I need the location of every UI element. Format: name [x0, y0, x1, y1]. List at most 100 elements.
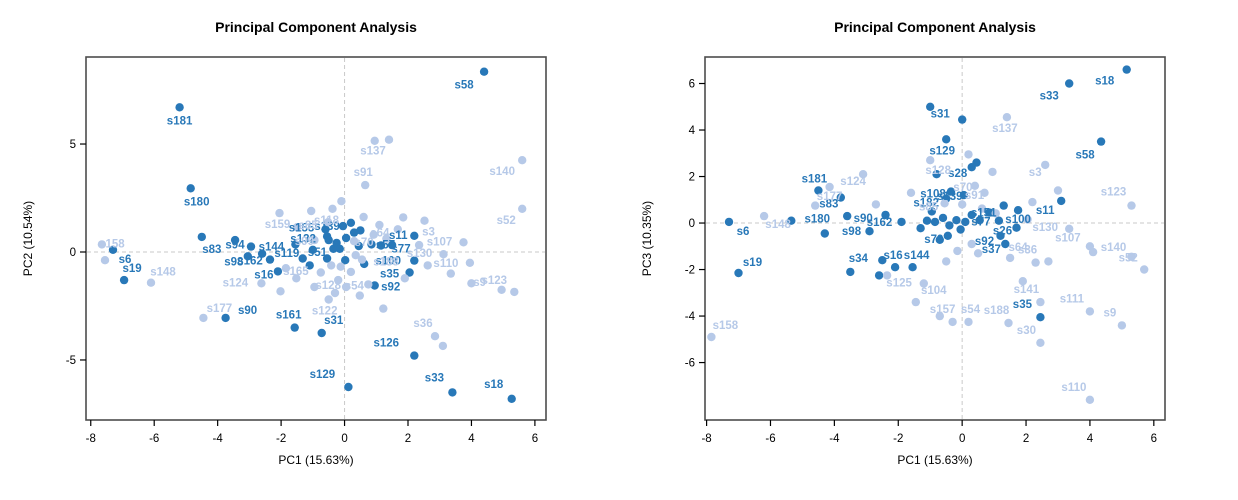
- data-point-s19: [119, 275, 129, 285]
- pca-plot-pc1-pc2: Principal Component Analysiss58s181s180s…: [21, 19, 547, 467]
- data-point: [1018, 277, 1027, 286]
- data-point: [335, 244, 344, 253]
- point-label-s188: s188: [373, 257, 399, 269]
- point-label-s58: s58: [1076, 150, 1096, 162]
- data-point-s123: [510, 287, 519, 297]
- point-label-s98: s98: [224, 256, 244, 268]
- data-point-s58: [479, 67, 489, 76]
- x-tick-label: 6: [1151, 433, 1157, 445]
- data-point-s18: [1122, 65, 1131, 74]
- y-tick-label: -5: [66, 355, 76, 367]
- data-point-s111: [1085, 307, 1095, 316]
- data-point: [988, 167, 997, 177]
- data-point: [446, 269, 455, 278]
- point-label-s19: s19: [123, 263, 142, 275]
- data-point-s129: [344, 382, 353, 392]
- data-point-s77: [376, 241, 386, 250]
- data-point-s34: [878, 256, 887, 265]
- data-point-s139: [959, 190, 968, 200]
- point-label-s180: s180: [184, 196, 210, 208]
- plot-title: Principal Component Analysis: [834, 19, 1036, 35]
- point-label-s90: s90: [238, 305, 257, 317]
- data-point: [972, 158, 981, 167]
- data-point: [926, 102, 935, 112]
- data-point: [337, 197, 346, 206]
- data-point: [292, 274, 301, 283]
- data-point-s52: [1140, 265, 1149, 274]
- data-point: [330, 288, 340, 298]
- point-label-s83: s83: [202, 244, 221, 256]
- data-point-s98: [865, 227, 874, 236]
- data-point: [977, 204, 987, 213]
- x-tick-label: -8: [701, 433, 711, 445]
- data-point-s128: [926, 156, 935, 165]
- data-point-s92: [370, 281, 379, 290]
- data-point-s3: [1041, 160, 1050, 170]
- point-label-s99: s99: [295, 236, 314, 248]
- data-point-s99: [310, 235, 319, 245]
- pca-panel-right: Principal Component Analysis s18 s33 s58 s31…: [619, 0, 1238, 500]
- point-label-s35: s35: [1013, 299, 1033, 311]
- point-label-s155: s155: [289, 222, 315, 234]
- data-point-s129: [942, 135, 951, 144]
- point-label-s132: s132: [290, 233, 316, 245]
- data-point-s159: [275, 208, 284, 218]
- y-tick-label: -2: [685, 265, 695, 277]
- data-point-s157: [948, 317, 957, 327]
- data-point-s118: [328, 204, 337, 213]
- data-point: [953, 246, 962, 256]
- point-label-s124: s124: [840, 176, 866, 188]
- data-point-s181: [175, 103, 184, 112]
- data-point-s124: [257, 279, 266, 288]
- data-point-s92: [996, 231, 1005, 240]
- data-point-s19: [734, 268, 743, 278]
- data-point: [400, 274, 409, 283]
- data-point: [967, 210, 976, 220]
- point-label-s144: s144: [904, 250, 930, 262]
- data-point-s33: [1065, 79, 1074, 88]
- data-point-s90: [221, 313, 230, 323]
- data-point-s140: [518, 156, 527, 165]
- point-label-s148: s148: [765, 219, 791, 231]
- data-point: [349, 228, 359, 237]
- data-point-s110: [1085, 395, 1095, 404]
- data-point-s110: [465, 258, 475, 267]
- data-point-s31: [317, 328, 326, 338]
- data-point: [414, 240, 424, 250]
- data-point-s85: [323, 218, 333, 227]
- data-point-s11: [410, 231, 419, 240]
- point-label-s98: s98: [842, 226, 862, 238]
- x-axis-title: PC1 (15.63%): [278, 453, 353, 467]
- y-tick-label: -6: [685, 358, 695, 370]
- data-point-s33: [448, 388, 457, 397]
- data-point: [292, 223, 302, 232]
- point-label-s9: s9: [473, 277, 486, 289]
- point-label-s148: s148: [150, 267, 176, 279]
- data-point: [382, 234, 391, 243]
- data-point-s90: [843, 211, 852, 221]
- data-point: [916, 224, 925, 233]
- point-label-s123: s123: [1101, 187, 1127, 199]
- data-point: [985, 208, 994, 217]
- point-label-s130: s130: [1032, 222, 1058, 234]
- y-tick-label: -4: [685, 311, 696, 323]
- data-point: [932, 170, 941, 179]
- x-tick-label: 0: [341, 433, 347, 445]
- data-point: [336, 262, 345, 271]
- data-point-s54: [364, 280, 373, 289]
- data-point-s52: [518, 204, 527, 213]
- point-label-s100: s100: [376, 256, 402, 268]
- data-point-s158: [707, 332, 716, 342]
- point-label-s140: s140: [1101, 242, 1127, 254]
- data-point-s180: [787, 216, 796, 225]
- data-point: [369, 230, 378, 239]
- x-tick-label: 4: [468, 433, 475, 445]
- x-tick-label: -2: [276, 433, 286, 445]
- data-point-s100: [1013, 206, 1023, 215]
- data-point-s123: [1127, 201, 1136, 210]
- point-label-s181: s181: [167, 115, 193, 127]
- data-point-s26: [1012, 223, 1021, 232]
- point-label-s151: s151: [971, 208, 997, 220]
- data-point: [935, 311, 944, 321]
- point-label-s125: s125: [886, 277, 912, 289]
